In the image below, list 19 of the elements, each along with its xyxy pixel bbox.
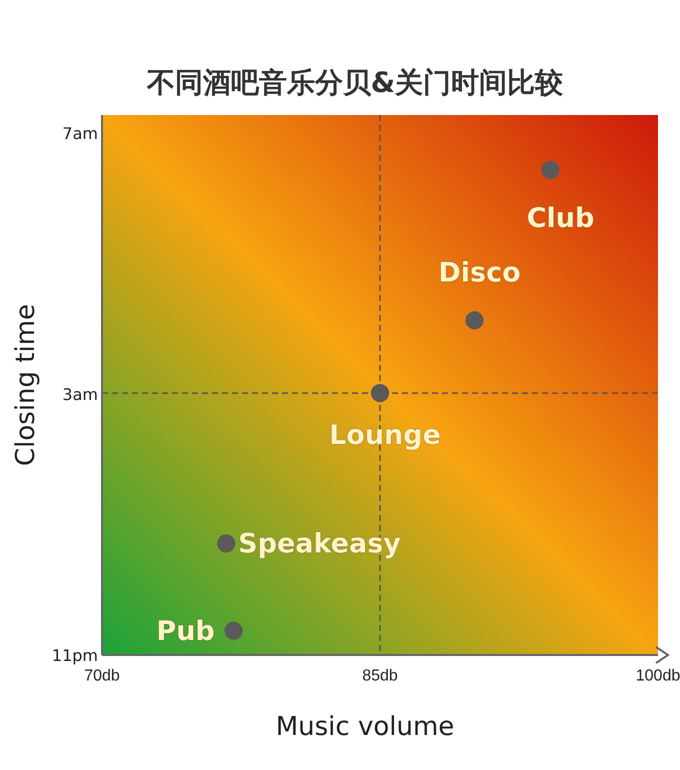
x-tick-label: 85db [362,667,398,684]
text: 3am [62,385,98,404]
annotation: Club [526,203,594,234]
text: 7am [62,124,98,143]
point [541,160,560,180]
point [217,534,236,553]
annotation: Speakeasy [238,528,402,560]
annotation: Disco [438,257,521,288]
annotation: Pub [156,616,215,647]
annotation: Lounge [329,420,441,452]
chart-title: 不同酒吧音乐分贝&关门时间比较 [146,66,564,99]
x-tick-label: 100db [636,667,680,684]
point [224,622,243,640]
y-axis-title: Closing time [11,304,41,466]
point [465,311,484,330]
x-tick-label: 70db [84,667,120,684]
text: 11pm [52,646,98,665]
point [370,384,390,402]
x-axis-title: Music volume [276,712,454,742]
